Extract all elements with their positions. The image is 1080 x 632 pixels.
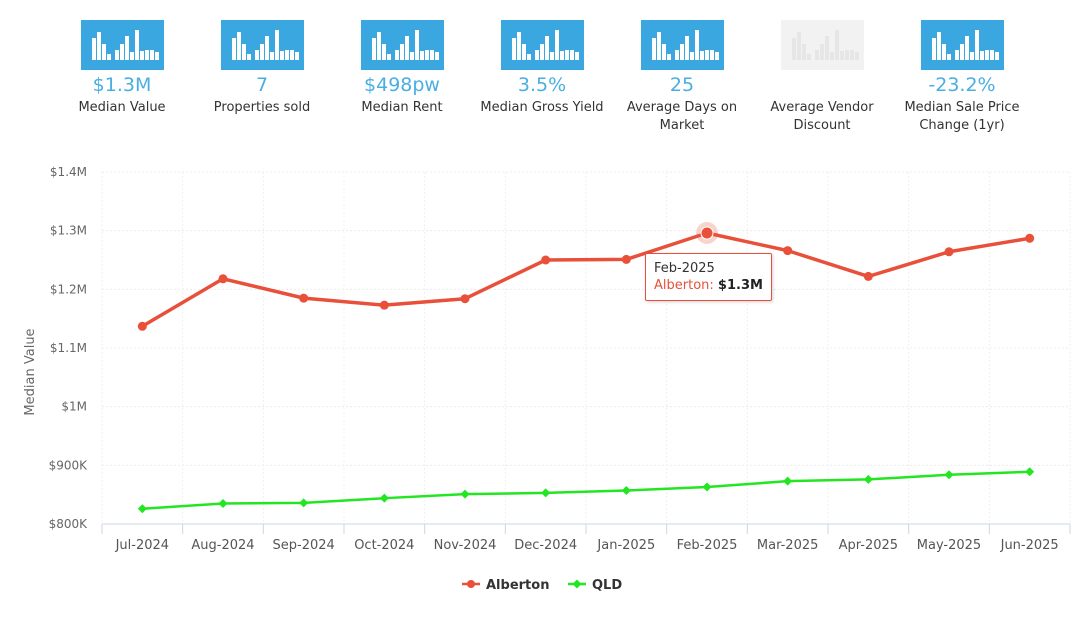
- tooltip-separator: :: [709, 278, 714, 293]
- data-point-alberton[interactable]: [1025, 233, 1035, 243]
- data-point-qld[interactable]: [702, 482, 712, 492]
- tooltip-value: $1.3M: [717, 278, 763, 293]
- stat-value: 7: [255, 74, 269, 96]
- x-tick-label: Oct-2024: [354, 538, 414, 553]
- stat-label: Average Days on Market: [626, 100, 738, 133]
- data-point-qld[interactable]: [1025, 467, 1035, 477]
- y-tick-label: $800K: [49, 517, 89, 531]
- legend-marker: [467, 580, 475, 588]
- bar-chart-icon: [360, 20, 444, 70]
- x-tick-label: May-2025: [917, 538, 981, 553]
- y-tick-label: $900K: [49, 458, 89, 472]
- x-tick-label: Sep-2024: [273, 538, 335, 553]
- stat-value: $1.3M: [92, 74, 152, 96]
- legend-marker: [572, 579, 582, 589]
- tooltip-date: Feb-2025: [654, 261, 715, 276]
- data-point-alberton[interactable]: [460, 294, 470, 304]
- stat-value: [752, 73, 892, 97]
- data-point-qld[interactable]: [944, 470, 954, 480]
- stat-value: $498pw: [364, 74, 440, 96]
- x-tick-label: Feb-2025: [677, 538, 738, 553]
- x-tick-label: Nov-2024: [434, 538, 497, 553]
- bar-chart-icon: [500, 20, 584, 70]
- stats-bar: $1.3M Median Value 7 Properties sold $498pw M…: [0, 0, 1080, 150]
- data-point-alberton[interactable]: [621, 254, 631, 264]
- tooltip: Feb-2025 Alberton: $1.3M: [645, 253, 772, 301]
- data-point-qld[interactable]: [379, 493, 389, 503]
- data-point-qld[interactable]: [299, 498, 309, 508]
- stat-label: Median Value: [78, 100, 166, 115]
- data-point-qld[interactable]: [137, 504, 147, 514]
- stat-card: 25 Average Days on Market: [612, 20, 752, 135]
- legend-item-alberton[interactable]: Alberton: [462, 578, 549, 593]
- stat-card: $1.3M Median Value: [52, 20, 192, 117]
- bar-chart-icon: [80, 20, 164, 70]
- bar-chart-icon: [780, 20, 864, 70]
- stat-label: Properties sold: [213, 100, 311, 115]
- line-chart: $800K $900K $1M $1.1M $1.2M $1.3M $1.4M Jul-20…: [23, 165, 1071, 593]
- tooltip-series: Alberton: [654, 278, 710, 293]
- grid-lines: [101, 171, 1071, 524]
- bar-chart-icon: [640, 20, 724, 70]
- data-point-alberton[interactable]: [541, 255, 551, 265]
- data-point-alberton[interactable]: [944, 247, 954, 257]
- stat-card: 3.5% Median Gross Yield: [472, 20, 612, 117]
- stat-label: Median Gross Yield: [480, 100, 604, 115]
- bar-chart-icon: [220, 20, 304, 70]
- stat-label: Median Sale Price Change (1yr): [904, 100, 1020, 133]
- data-point-alberton[interactable]: [218, 274, 228, 284]
- stat-label: Average Vendor Discount: [770, 100, 874, 133]
- x-axis: Jul-2024 Aug-2024 Sep-2024 Oct-2024 Nov-2024…: [101, 523, 1071, 553]
- stat-value: -23.2%: [928, 74, 996, 96]
- series-group: [137, 222, 1035, 514]
- x-tick-label: Jan-2025: [596, 538, 655, 553]
- y-tick-label: $1.3M: [50, 224, 87, 238]
- data-point-alberton[interactable]: [863, 271, 873, 281]
- data-point-qld[interactable]: [621, 486, 631, 496]
- stat-card: 7 Properties sold: [192, 20, 332, 117]
- legend-item-qld[interactable]: QLD: [568, 578, 622, 593]
- stat-card: Average Vendor Discount: [752, 20, 892, 135]
- data-point-alberton[interactable]: [299, 293, 309, 303]
- x-tick-label: Jul-2024: [115, 538, 169, 553]
- x-tick-label: Aug-2024: [191, 538, 254, 553]
- legend[interactable]: Alberton QLD: [462, 578, 622, 593]
- x-tick-label: Mar-2025: [757, 538, 818, 553]
- stat-card: $498pw Median Rent: [332, 20, 472, 117]
- data-point-qld[interactable]: [218, 498, 228, 508]
- legend-label: QLD: [592, 578, 622, 593]
- data-point-alberton[interactable]: [137, 321, 147, 331]
- legend-label: Alberton: [486, 578, 549, 593]
- bar-chart-icon: [920, 20, 1004, 70]
- hover-point[interactable]: [700, 226, 714, 240]
- series-line-alberton: [141, 231, 1030, 328]
- x-tick-label: Apr-2025: [839, 538, 898, 553]
- y-tick-label: $1.1M: [50, 341, 87, 355]
- series-line-qld: [142, 470, 1030, 510]
- data-point-qld[interactable]: [541, 488, 551, 498]
- x-tick-label: Jun-2025: [1000, 538, 1059, 553]
- y-tick-label: $1M: [61, 400, 87, 414]
- data-point-qld[interactable]: [863, 474, 873, 484]
- data-point-alberton[interactable]: [379, 300, 389, 310]
- stat-value: 25: [669, 74, 695, 96]
- y-axis: $800K $900K $1M $1.1M $1.2M $1.3M $1.4M: [49, 165, 89, 531]
- x-tick-label: Dec-2024: [514, 538, 577, 553]
- data-point-qld[interactable]: [460, 489, 470, 499]
- y-axis-title: Median Value: [23, 328, 38, 415]
- y-tick-label: $1.2M: [50, 282, 87, 296]
- data-point-alberton[interactable]: [783, 246, 793, 256]
- y-tick-label: $1.4M: [50, 165, 87, 179]
- data-point-qld[interactable]: [783, 476, 793, 486]
- stat-label: Median Rent: [361, 100, 443, 115]
- stat-card: -23.2% Median Sale Price Change (1yr): [892, 20, 1032, 135]
- stat-value: 3.5%: [517, 74, 567, 96]
